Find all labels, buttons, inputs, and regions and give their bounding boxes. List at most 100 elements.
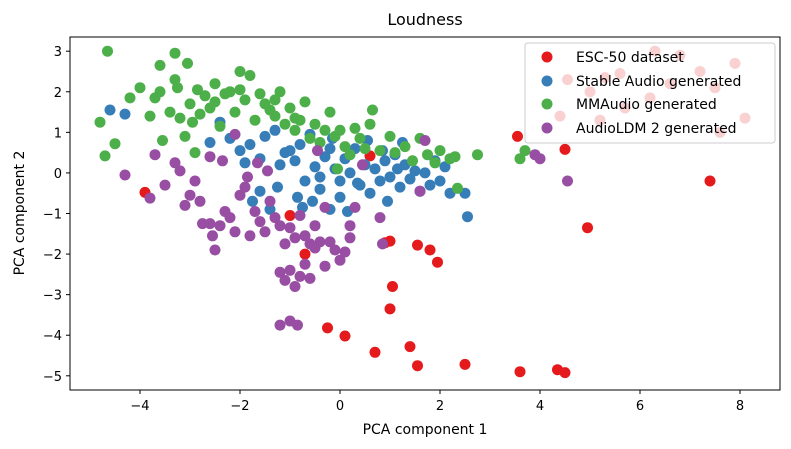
y-tick-label: 0 bbox=[54, 167, 62, 182]
scatter-point-series-3-69 bbox=[242, 171, 253, 183]
scatter-point-series-0-10 bbox=[384, 303, 396, 315]
scatter-point-series-2-39 bbox=[279, 118, 291, 130]
points-layer bbox=[94, 45, 751, 379]
scatter-point-series-2-30 bbox=[234, 84, 246, 96]
scatter-point-series-1-4 bbox=[244, 139, 256, 150]
scatter-point-series-1-36 bbox=[424, 179, 436, 191]
scatter-point-series-0-14 bbox=[322, 322, 333, 334]
scatter-point-series-2-16 bbox=[179, 130, 191, 142]
scatter-point-series-3-44 bbox=[289, 281, 301, 292]
scatter-point-series-2-59 bbox=[384, 130, 396, 142]
scatter-point-series-2-22 bbox=[194, 108, 206, 120]
scatter-point-series-1-13 bbox=[309, 161, 321, 173]
legend-box bbox=[524, 42, 776, 144]
scatter-point-series-1-35 bbox=[419, 167, 431, 179]
chart-title: Loudness bbox=[387, 10, 462, 29]
scatter-point-series-2-3 bbox=[109, 138, 121, 150]
scatter-point-series-1-6 bbox=[259, 130, 271, 142]
scatter-point-series-2-77 bbox=[332, 163, 343, 175]
scatter-point-series-0-17 bbox=[514, 366, 526, 378]
x-tick-label: 8 bbox=[736, 399, 744, 414]
scatter-point-series-2-76 bbox=[289, 112, 301, 124]
scatter-point-series-1-14 bbox=[314, 171, 326, 183]
scatter-point-series-0-12 bbox=[412, 360, 423, 372]
x-tick-label: 4 bbox=[536, 399, 544, 414]
scatter-point-series-1-38 bbox=[434, 175, 446, 187]
scatter-point-series-2-52 bbox=[344, 149, 356, 161]
scatter-point-series-2-50 bbox=[334, 124, 346, 136]
scatter-point-series-1-30 bbox=[394, 181, 406, 193]
scatter-point-series-3-12 bbox=[209, 244, 221, 256]
scatter-point-series-3-52 bbox=[319, 201, 331, 213]
legend-marker-mmaudio bbox=[541, 98, 553, 110]
scatter-point-series-2-47 bbox=[319, 124, 331, 136]
scatter-point-series-3-65 bbox=[262, 165, 273, 177]
scatter-point-series-3-45 bbox=[294, 270, 306, 282]
scatter-point-series-2-6 bbox=[144, 110, 156, 122]
scatter-point-series-3-60 bbox=[562, 175, 573, 187]
scatter-point-series-3-34 bbox=[319, 260, 331, 272]
y-tick-label: −3 bbox=[43, 289, 62, 304]
scatter-point-series-3-1 bbox=[144, 192, 156, 204]
scatter-point-series-0-2 bbox=[299, 248, 311, 260]
scatter-point-series-1-16 bbox=[324, 143, 336, 155]
scatter-point-series-1-10 bbox=[289, 155, 301, 167]
scatter-point-series-3-21 bbox=[254, 216, 266, 228]
scatter-point-series-1-64 bbox=[382, 195, 393, 207]
scatter-point-series-1-65 bbox=[392, 163, 403, 175]
scatter-point-series-1-53 bbox=[247, 195, 258, 207]
scatter-point-series-2-23 bbox=[199, 90, 211, 102]
scatter-point-series-0-15 bbox=[339, 330, 351, 342]
scatter-point-series-2-56 bbox=[364, 118, 376, 130]
y-tick-label: −2 bbox=[43, 248, 62, 263]
scatter-point-series-2-40 bbox=[284, 102, 296, 114]
scatter-point-series-3-6 bbox=[184, 189, 196, 201]
x-tick-label: −2 bbox=[230, 399, 249, 414]
scatter-point-series-2-68 bbox=[449, 151, 461, 163]
scatter-point-series-2-0 bbox=[102, 45, 113, 57]
scatter-point-series-2-29 bbox=[229, 106, 241, 118]
scatter-point-series-2-75 bbox=[269, 94, 281, 106]
scatter-point-series-2-57 bbox=[367, 104, 378, 116]
scatter-point-series-0-23 bbox=[704, 175, 716, 187]
x-tick-label: 6 bbox=[636, 399, 644, 414]
scatter-point-series-2-2 bbox=[99, 150, 111, 162]
scatter-point-series-3-64 bbox=[217, 155, 228, 167]
y-tick-label: 2 bbox=[54, 86, 62, 101]
scatter-point-series-2-10 bbox=[157, 135, 168, 146]
scatter-point-series-2-28 bbox=[224, 86, 236, 98]
scatter-point-series-2-45 bbox=[309, 118, 321, 130]
scatter-point-series-2-53 bbox=[349, 122, 361, 134]
scatter-point-series-0-11 bbox=[404, 341, 416, 353]
legend-label-stable-audio: Stable Audio generated bbox=[576, 74, 741, 90]
scatter-point-series-2-69 bbox=[452, 182, 463, 194]
y-axis-ticks: −5 −4 −3 −2 −1 0 1 2 3 bbox=[43, 45, 70, 385]
scatter-point-series-2-73 bbox=[209, 78, 221, 90]
scatter-point-series-1-62 bbox=[239, 157, 251, 169]
scatter-point-series-0-22 bbox=[582, 222, 593, 234]
legend-label-audioldm2: AudioLDM 2 generated bbox=[576, 121, 737, 137]
scatter-point-series-3-27 bbox=[284, 222, 296, 234]
scatter-point-series-3-35 bbox=[324, 236, 336, 248]
scatter-point-series-3-7 bbox=[189, 175, 201, 187]
scatter-point-series-2-19 bbox=[187, 116, 198, 128]
scatter-point-series-2-66 bbox=[434, 145, 446, 157]
scatter-point-series-3-40 bbox=[349, 201, 361, 213]
scatter-point-series-1-7 bbox=[269, 124, 281, 136]
x-tick-label: 0 bbox=[336, 399, 344, 414]
scatter-point-series-2-34 bbox=[254, 88, 266, 100]
scatter-point-series-3-55 bbox=[377, 238, 388, 250]
scatter-point-series-1-46 bbox=[314, 183, 326, 195]
scatter-point-series-0-8 bbox=[432, 256, 443, 268]
scatter-point-series-3-66 bbox=[252, 157, 263, 169]
scatter-point-series-3-3 bbox=[169, 157, 181, 169]
scatter-point-series-3-24 bbox=[269, 212, 281, 224]
scatter-point-series-1-56 bbox=[352, 177, 363, 189]
scatter-point-series-3-22 bbox=[259, 226, 271, 238]
scatter-point-series-3-30 bbox=[299, 230, 311, 242]
y-tick-label: −5 bbox=[43, 370, 62, 385]
scatter-point-series-1-26 bbox=[374, 175, 386, 187]
scatter-point-series-1-33 bbox=[409, 165, 421, 177]
legend-marker-esc50 bbox=[541, 51, 553, 63]
scatter-point-series-3-56 bbox=[414, 185, 426, 197]
